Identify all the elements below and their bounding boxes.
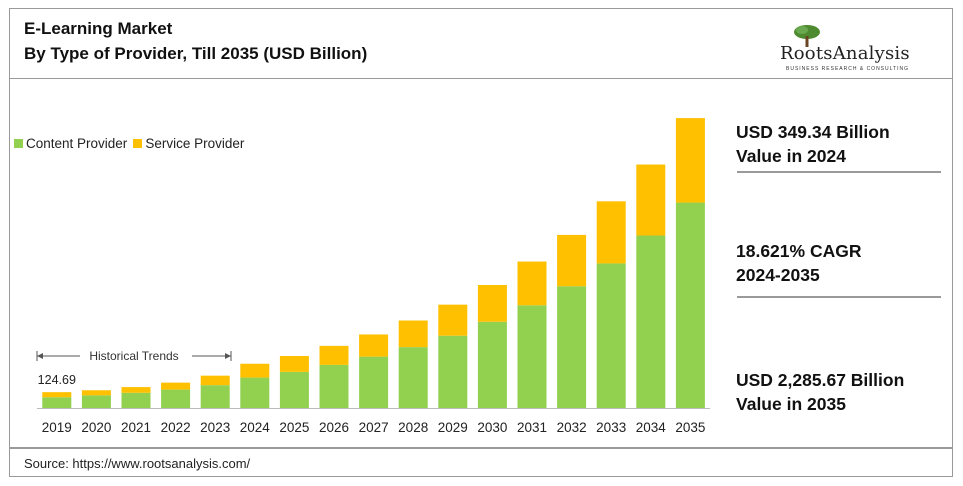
x-tick-2031: 2031 [517,420,547,435]
stat-value-2024: USD 349.34 Billion Value in 2024 [736,121,890,168]
header: E-Learning Market By Type of Provider, T… [10,9,952,79]
bar-service-2029 [438,304,468,336]
x-tick-2029: 2029 [438,420,468,435]
bar-service-2022 [161,382,191,390]
bar-content-2020 [81,395,111,408]
chart-legend: Content Provider Service Provider [14,136,250,151]
page-title: E-Learning Market [24,19,173,38]
bar-content-2026 [319,364,349,408]
x-tick-2020: 2020 [81,420,111,435]
x-tick-2035: 2035 [675,420,705,435]
bar-content-2033 [596,263,626,408]
bars-group [42,118,705,408]
bar-content-2029 [438,335,468,408]
stat-value-2035: USD 2,285.67 Billion Value in 2035 [736,369,904,416]
stat-2024-caption: Value in 2024 [736,145,846,166]
bar-content-2022 [161,389,191,408]
footer-divider [10,447,952,449]
legend-swatch-service [133,139,143,148]
bar-content-2035 [675,202,705,408]
stat-2035-caption: Value in 2035 [736,393,846,414]
tree-icon [794,25,820,47]
bar-content-2024 [240,377,270,408]
page-subtitle: By Type of Provider, Till 2035 (USD Bill… [24,44,368,63]
roots-analysis-logo: RootsAnalysis BUSINESS RESEARCH & CONSUL… [780,23,930,73]
stat-divider-1 [737,171,941,173]
x-tick-2032: 2032 [557,420,587,435]
bar-content-2028 [398,347,428,408]
bar-service-2030 [477,284,507,322]
x-tick-2022: 2022 [161,420,191,435]
x-tick-2034: 2034 [636,420,667,435]
legend-label-content: Content Provider [26,136,128,151]
arrowhead-right-icon [225,353,231,359]
bar-content-2034 [636,235,666,408]
bar-service-2026 [319,345,349,365]
data-label-2019: 124.69 [38,373,76,387]
bar-content-2027 [359,356,389,408]
x-tick-2024: 2024 [240,420,271,435]
bar-service-2020 [81,390,111,396]
bar-content-2025 [279,371,309,408]
stat-2024-amount: USD 349.34 Billion [736,122,890,142]
source-text: Source: https://www.rootsanalysis.com/ [24,456,251,471]
bar-service-2027 [359,334,389,357]
x-tick-2028: 2028 [398,420,428,435]
logo-tagline: BUSINESS RESEARCH & CONSULTING [786,66,909,72]
x-axis-labels: 2019 2020 2021 2022 2023 2024 2025 2026 2027 2028… [42,420,706,435]
historical-trends-label: Historical Trends [89,349,178,363]
legend-item-content: Content Provider [14,136,127,151]
x-tick-2019: 2019 [42,420,72,435]
bar-service-2024 [240,363,270,378]
x-tick-2025: 2025 [279,420,309,435]
stat-divider-2 [737,296,941,298]
x-tick-2027: 2027 [359,420,389,435]
bar-content-2019 [42,397,72,408]
bar-service-2019 [42,392,72,398]
arrowhead-left-icon [37,353,43,359]
bar-content-2032 [557,286,587,408]
x-tick-2026: 2026 [319,420,349,435]
stat-cagr-period: 2024-2035 [736,264,820,285]
legend-swatch-content [14,139,23,148]
x-tick-2033: 2033 [596,420,626,435]
stat-cagr: 18.621% CAGR 2024-2035 [736,240,861,287]
logo-name: RootsAnalysis [780,43,910,64]
bar-content-2021 [121,392,151,408]
bar-service-2021 [121,387,151,393]
bar-service-2032 [557,234,587,287]
bar-service-2033 [596,201,626,264]
x-tick-2021: 2021 [121,420,151,435]
bar-service-2031 [517,261,547,306]
bar-service-2028 [398,320,428,348]
bar-content-2031 [517,305,547,408]
legend-label-service: Service Provider [145,136,245,151]
bar-content-2030 [477,321,507,408]
x-tick-2023: 2023 [200,420,230,435]
bar-content-2023 [200,385,230,408]
x-tick-2030: 2030 [477,420,507,435]
historical-trends-annotation: Historical Trends [36,349,232,363]
bar-service-2034 [636,164,666,236]
bar-service-2025 [279,356,309,372]
stat-cagr-value: 18.621% CAGR [736,241,862,261]
bar-service-2023 [200,375,230,386]
bar-service-2035 [675,118,705,203]
legend-item-service: Service Provider [133,136,244,151]
stat-2035-amount: USD 2,285.67 Billion [736,370,905,390]
